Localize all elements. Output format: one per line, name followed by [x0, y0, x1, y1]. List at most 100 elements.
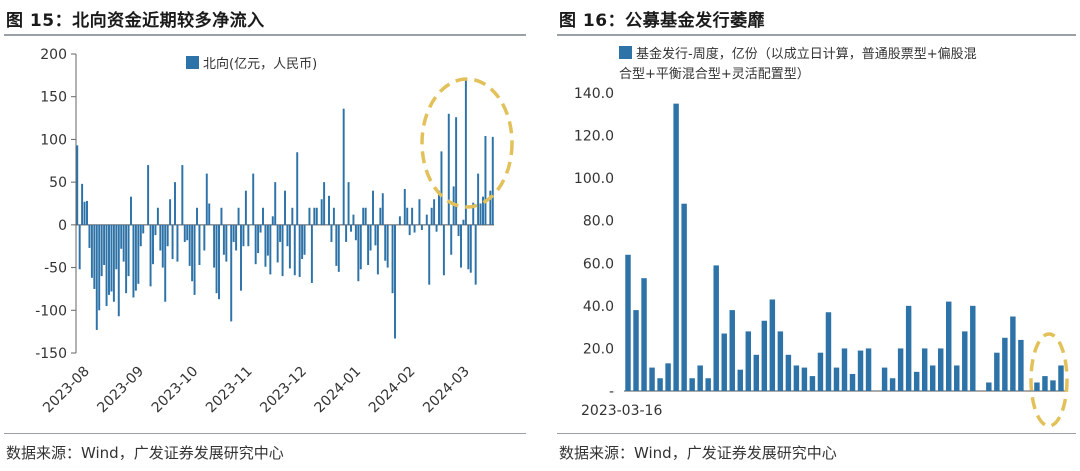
bar	[288, 224, 291, 269]
bar	[785, 354, 792, 391]
bar	[364, 207, 367, 225]
bar	[191, 224, 194, 282]
bar	[203, 224, 206, 251]
y-tick-label: -100	[35, 303, 67, 319]
bar	[320, 199, 323, 225]
bar	[122, 224, 125, 262]
title-rule	[4, 34, 526, 36]
bar	[215, 224, 218, 294]
y-tick-label: 140.0	[574, 86, 614, 102]
bar	[793, 365, 800, 391]
bar	[1018, 339, 1024, 391]
bar	[357, 224, 360, 282]
bar	[269, 224, 272, 275]
bar	[425, 214, 428, 225]
bar	[428, 224, 431, 285]
bar	[1042, 376, 1048, 391]
bar	[986, 382, 992, 391]
x-tick-label: 2024-02	[366, 364, 419, 417]
bar	[132, 224, 135, 298]
bar	[777, 331, 784, 391]
bar	[657, 378, 663, 391]
bar	[946, 301, 952, 391]
bar	[274, 182, 277, 225]
bar	[98, 224, 101, 311]
y-tick-label: 200	[40, 47, 67, 63]
bar	[183, 224, 186, 242]
legend-swatch	[619, 46, 632, 59]
bar	[833, 367, 840, 391]
bar	[442, 224, 445, 276]
bar	[665, 363, 671, 391]
x-tick-label: 2023-11	[203, 364, 256, 417]
bar	[176, 224, 179, 262]
bar	[252, 173, 255, 225]
bar	[398, 216, 401, 225]
bar	[208, 203, 211, 225]
y-tick-label: 60.0	[583, 256, 614, 272]
bar	[1010, 316, 1016, 391]
bar	[381, 193, 384, 225]
bar	[350, 224, 352, 232]
x-tick-label: 2023-09	[94, 364, 147, 417]
bar	[433, 199, 436, 225]
bar	[171, 224, 174, 260]
bar	[279, 224, 282, 242]
x-tick-label: 2024-01	[312, 364, 365, 417]
bar	[705, 378, 711, 391]
bar	[865, 348, 872, 391]
y-tick-label: -	[609, 384, 614, 400]
bar	[181, 165, 184, 225]
bar	[455, 117, 458, 225]
bar	[406, 207, 409, 225]
bar	[641, 278, 647, 391]
bar	[970, 305, 976, 391]
bar	[276, 224, 279, 263]
bar	[457, 224, 460, 236]
bar	[284, 190, 286, 225]
bar	[149, 224, 152, 287]
y-tick-label: 100	[40, 132, 67, 148]
bar	[729, 310, 735, 391]
bar	[134, 224, 137, 291]
fund-issuance-chart: 140.0 120.0 100.0 80.0 60.0 40.0 20.0 - 2023-03-…	[574, 46, 1069, 428]
y-tick-label: 120.0	[574, 129, 614, 145]
bar	[100, 224, 103, 277]
bar	[352, 214, 355, 225]
bar	[225, 224, 228, 262]
legend-label-line: 基金发行-周度，亿份（以成立日计算，普通股票型+偏股混	[636, 46, 977, 62]
bar	[962, 331, 968, 391]
bar	[166, 224, 169, 247]
bar	[120, 224, 123, 249]
bar	[362, 207, 365, 225]
bar	[897, 348, 904, 391]
bar	[359, 224, 362, 270]
bar	[689, 378, 695, 391]
bar	[103, 224, 106, 266]
bar	[154, 224, 157, 236]
bar	[117, 224, 120, 317]
bar	[849, 373, 856, 391]
bar	[450, 224, 453, 255]
bar	[88, 224, 91, 248]
bar	[147, 165, 150, 225]
bar	[394, 224, 396, 339]
bar	[196, 207, 198, 225]
bar	[115, 224, 118, 270]
bar	[376, 224, 379, 275]
y-tick-label: -50	[44, 261, 67, 277]
bar	[271, 216, 274, 225]
bar	[152, 224, 154, 265]
y-tick-label: 0	[58, 218, 67, 234]
bar	[681, 203, 687, 391]
bar	[286, 224, 289, 247]
bar	[112, 224, 115, 302]
bar	[374, 224, 377, 246]
bar	[156, 207, 159, 225]
bar	[78, 224, 81, 270]
figure-title: 图 16：公募基金发行萎靡	[559, 11, 766, 31]
bar	[110, 224, 113, 292]
source-rule	[4, 433, 526, 434]
bar	[90, 224, 93, 278]
